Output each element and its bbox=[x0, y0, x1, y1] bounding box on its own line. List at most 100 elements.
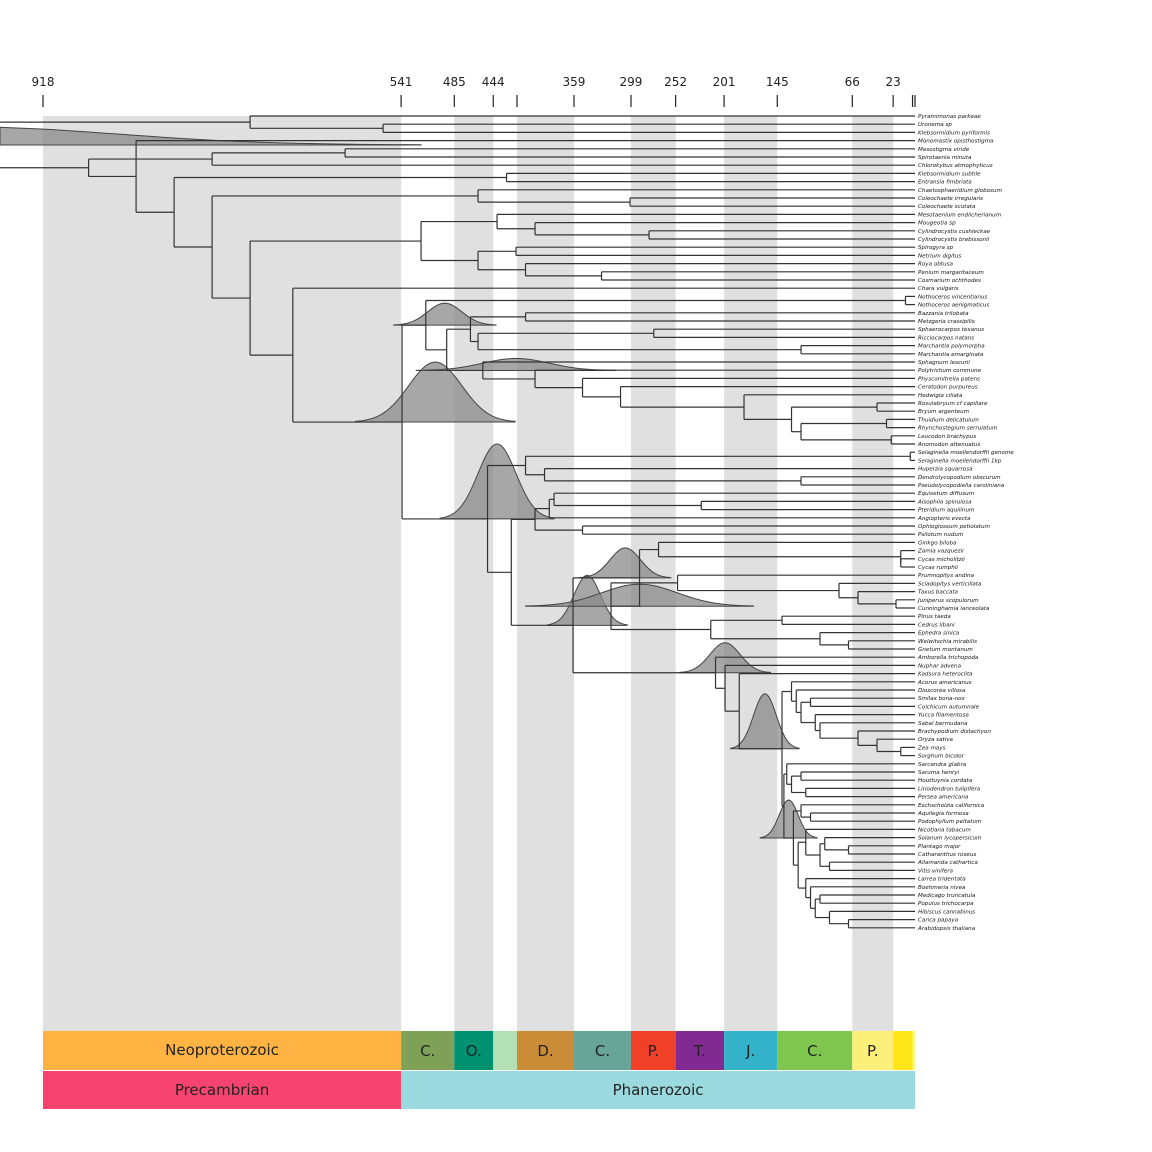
taxon-label-86: Podophyllum peltatum bbox=[918, 819, 982, 825]
taxon-label-84: Eschscholzia californica bbox=[918, 803, 985, 809]
node-density-8 bbox=[415, 357, 617, 371]
taxon-label-55: Cycas rumphii bbox=[918, 565, 958, 571]
taxon-label-54: Cycas micholitzii bbox=[918, 557, 965, 563]
taxon-label-48: Pteridium aquilinum bbox=[918, 508, 975, 514]
taxon-label-96: Populus trichocarpa bbox=[918, 901, 974, 907]
taxon-label-31: Polytrichum commune bbox=[918, 368, 982, 374]
taxon-label-18: Roya obtusa bbox=[918, 262, 953, 268]
taxon-label-53: Zamia vazquezii bbox=[917, 549, 964, 555]
node-density-7 bbox=[759, 799, 818, 839]
period-box-11 bbox=[912, 1031, 915, 1070]
axis-tick-label-0: 918 bbox=[32, 75, 55, 89]
axis-tick-label-10: 66 bbox=[845, 75, 860, 89]
taxon-label-43: Huperzia squarrosa bbox=[918, 467, 973, 473]
taxon-label-79: Sarcandra glabra bbox=[918, 762, 967, 768]
taxon-label-14: Cylindrocystis cushleckae bbox=[918, 229, 991, 235]
taxon-label-70: Dioscorea villosa bbox=[918, 688, 966, 694]
period-box-1 bbox=[454, 1031, 494, 1070]
taxon-label-15: Cylindrocystis brebissonii bbox=[918, 237, 990, 243]
taxon-label-97: Hibiscus cannabinus bbox=[918, 909, 975, 915]
taxon-label-12: Mesotaenium endlicherianum bbox=[918, 212, 1002, 218]
period-label-8: C. bbox=[807, 1042, 822, 1060]
taxon-label-33: Ceratodon purpureus bbox=[918, 385, 978, 391]
taxon-label-44: Dendrolycopodium obscurum bbox=[918, 475, 1001, 481]
taxon-label-62: Cedrus libani bbox=[918, 622, 955, 628]
taxon-label-27: Ricciocarpos natans bbox=[918, 335, 974, 341]
taxon-label-99: Arabidopsis thaliana bbox=[917, 926, 976, 932]
taxon-label-75: Brachypodium distachyon bbox=[918, 729, 991, 735]
taxon-label-95: Medicago truncatula bbox=[918, 893, 976, 899]
taxon-label-76: Oryza sativa bbox=[918, 737, 954, 743]
shaded-band-1 bbox=[454, 116, 494, 1031]
period-shading-bands bbox=[43, 116, 894, 1031]
taxon-label-83: Persea americana bbox=[918, 795, 969, 801]
period-label-9: P. bbox=[867, 1042, 878, 1060]
taxon-label-57: Sciadopitys verticillata bbox=[918, 581, 982, 587]
period-label-6: T. bbox=[693, 1042, 706, 1060]
taxon-label-71: Smilax bona-nox bbox=[918, 696, 966, 702]
taxon-label-89: Plantago major bbox=[918, 844, 961, 850]
taxon-label-60: Cunninghamia lanceolata bbox=[918, 606, 990, 612]
shaded-band-5 bbox=[852, 116, 894, 1031]
taxon-label-93: Larrea tridentata bbox=[918, 877, 966, 883]
taxon-label-38: Rhynchostegium serrulatum bbox=[918, 426, 998, 432]
taxon-label-41: Selaginella moellendorffii genome bbox=[918, 450, 1014, 456]
taxon-label-49: Angiopteris evecta bbox=[917, 516, 971, 522]
taxon-label-94: Boehmeria nivea bbox=[918, 885, 966, 891]
taxon-label-32: Physcomitrella patens bbox=[918, 376, 980, 382]
node-age-densities bbox=[0, 126, 818, 839]
axis-tick-label-11: 23 bbox=[886, 75, 901, 89]
taxon-label-72: Colchicum autumnale bbox=[918, 704, 980, 710]
taxon-label-16: Spirogyra sp bbox=[918, 245, 954, 251]
period-box-5 bbox=[630, 1031, 676, 1070]
taxon-label-20: Cosmarium ochthodes bbox=[918, 278, 981, 284]
taxon-label-0: Pyramimonas parkeae bbox=[918, 114, 981, 120]
shaded-band-0 bbox=[43, 116, 402, 1031]
taxon-label-59: Juniperus scopulorum bbox=[917, 598, 979, 604]
period-label-7: J. bbox=[745, 1042, 755, 1060]
taxon-label-24: Bazzania trilobata bbox=[918, 311, 969, 317]
taxon-label-8: Entransia fimbriata bbox=[918, 180, 972, 186]
taxon-label-81: Houttuynia cordata bbox=[918, 778, 973, 784]
taxon-label-87: Nicotiana tabacum bbox=[918, 827, 971, 833]
period-bar: C. O. D. C. P. T. J. C. P. bbox=[401, 1031, 915, 1070]
shaded-band-2 bbox=[516, 116, 574, 1031]
taxon-label-29: Marchantia emarginata bbox=[918, 352, 984, 358]
node-density-10 bbox=[579, 547, 672, 579]
taxon-label-30: Sphagnum lescurii bbox=[918, 360, 970, 366]
taxon-label-5: Spirotaenia minuta bbox=[918, 155, 972, 161]
period-label-5: P. bbox=[648, 1042, 659, 1060]
taxon-label-58: Taxus baccata bbox=[918, 590, 959, 596]
period-box-2 bbox=[493, 1031, 517, 1070]
taxon-label-2: Klebsormidium pyriformis bbox=[918, 130, 990, 136]
period-box-9 bbox=[852, 1031, 894, 1070]
taxon-label-28: Marchantia polymorpha bbox=[918, 344, 985, 350]
period-box-4 bbox=[573, 1031, 631, 1070]
period-box-0 bbox=[401, 1031, 455, 1070]
taxon-label-66: Amborella trichopoda bbox=[917, 655, 979, 661]
eon-box-0 bbox=[43, 1071, 402, 1109]
taxon-label-11: Coleochaete scutata bbox=[918, 204, 976, 210]
taxon-label-21: Chara vulgaris bbox=[918, 286, 959, 292]
taxon-label-23: Nothoceros aenigmaticus bbox=[918, 303, 989, 309]
era-box-0 bbox=[43, 1031, 402, 1070]
axis-tick-label-8: 201 bbox=[713, 75, 736, 89]
taxon-label-35: Rosulabryum cf capillare bbox=[918, 401, 988, 407]
taxon-label-80: Saruma henryi bbox=[918, 770, 960, 776]
taxon-label-10: Coleochaete irregularis bbox=[918, 196, 983, 202]
period-label-3: D. bbox=[537, 1042, 553, 1060]
period-box-3 bbox=[516, 1031, 574, 1070]
taxon-label-69: Acorus americanus bbox=[917, 680, 972, 686]
taxon-label-45: Pseudolycopodiella caroliniana bbox=[918, 483, 1005, 489]
period-box-6 bbox=[675, 1031, 725, 1070]
taxon-label-25: Metzgeria crassipilis bbox=[918, 319, 975, 325]
axis-tick-label-1: 541 bbox=[390, 75, 413, 89]
eon-label-1: Phanerozoic bbox=[613, 1081, 704, 1099]
taxon-label-26: Sphaerocarpos texanus bbox=[918, 327, 984, 333]
axis-tick-label-3: 444 bbox=[482, 75, 505, 89]
taxon-label-63: Ephedra sinica bbox=[918, 631, 960, 637]
taxon-label-36: Bryum argenteum bbox=[918, 409, 970, 415]
taxon-label-85: Aquilegia formosa bbox=[917, 811, 969, 817]
phylogenetic-tree bbox=[0, 115, 915, 929]
taxon-label-40: Anomodon attenuatus bbox=[917, 442, 980, 448]
